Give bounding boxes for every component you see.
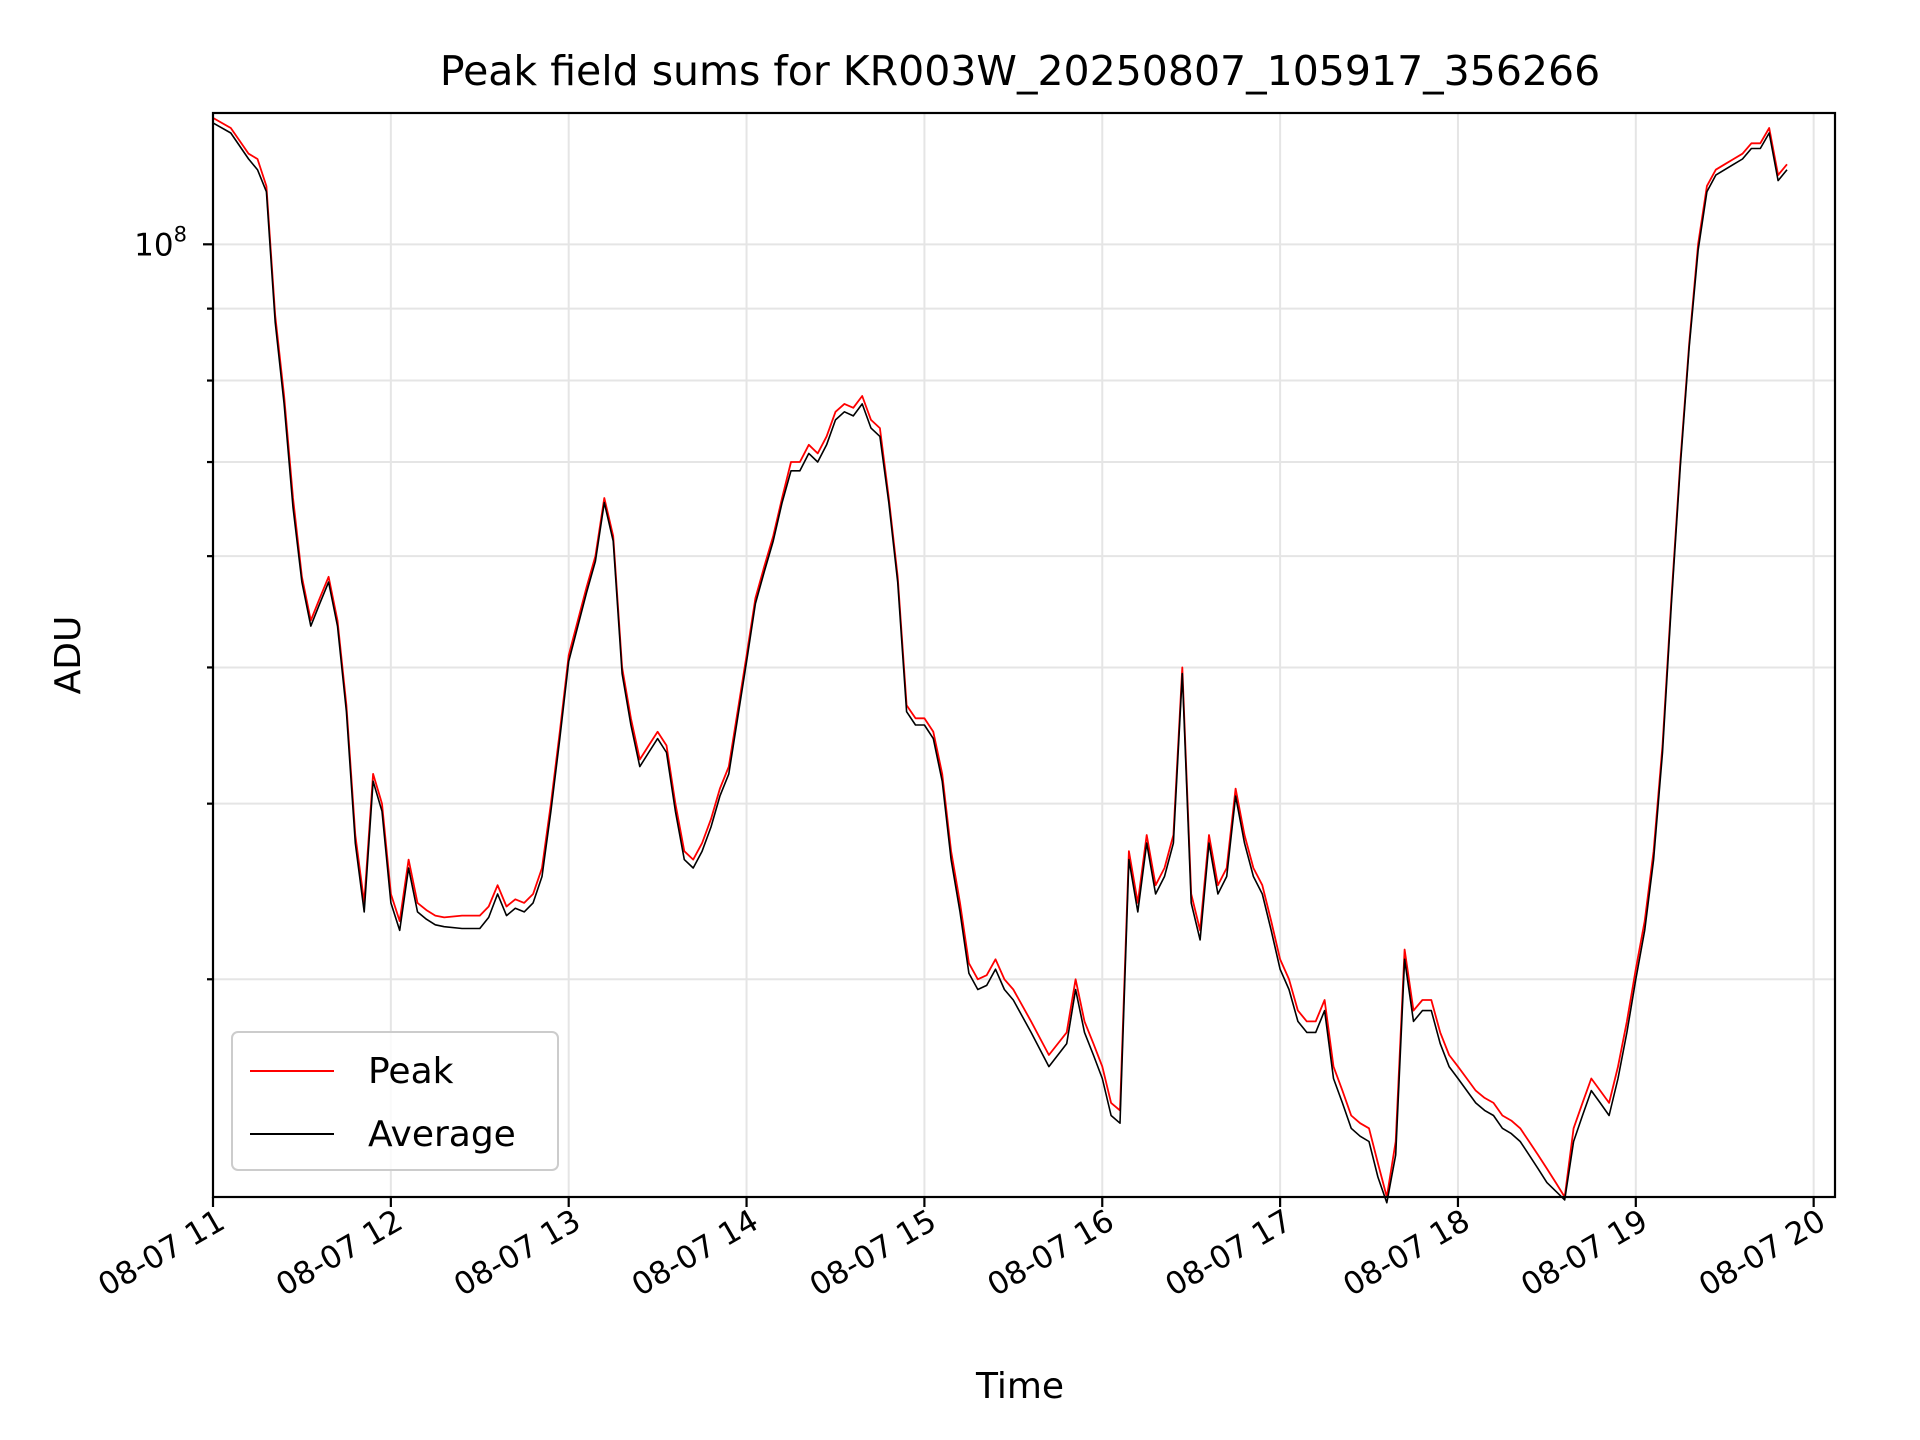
chart-title: Peak field sums for KR003W_20250807_1059… (440, 47, 1600, 95)
y-axis-label: ADU (48, 616, 89, 695)
plot-series (212, 117, 1788, 1204)
legend-label-peak: Peak (368, 1051, 454, 1092)
y-axis-ticks: 108 (134, 222, 213, 981)
legend-label-average: Average (368, 1114, 516, 1155)
y-tick-label: 108 (134, 222, 187, 263)
series-line-average (212, 122, 1788, 1204)
x-axis-label: Time (975, 1366, 1064, 1407)
legend: Peak Average (231, 1031, 559, 1171)
series-line-peak (212, 117, 1788, 1198)
legend-box (231, 1031, 559, 1171)
plot-frame (211, 111, 1837, 1199)
grid (212, 113, 1835, 1197)
